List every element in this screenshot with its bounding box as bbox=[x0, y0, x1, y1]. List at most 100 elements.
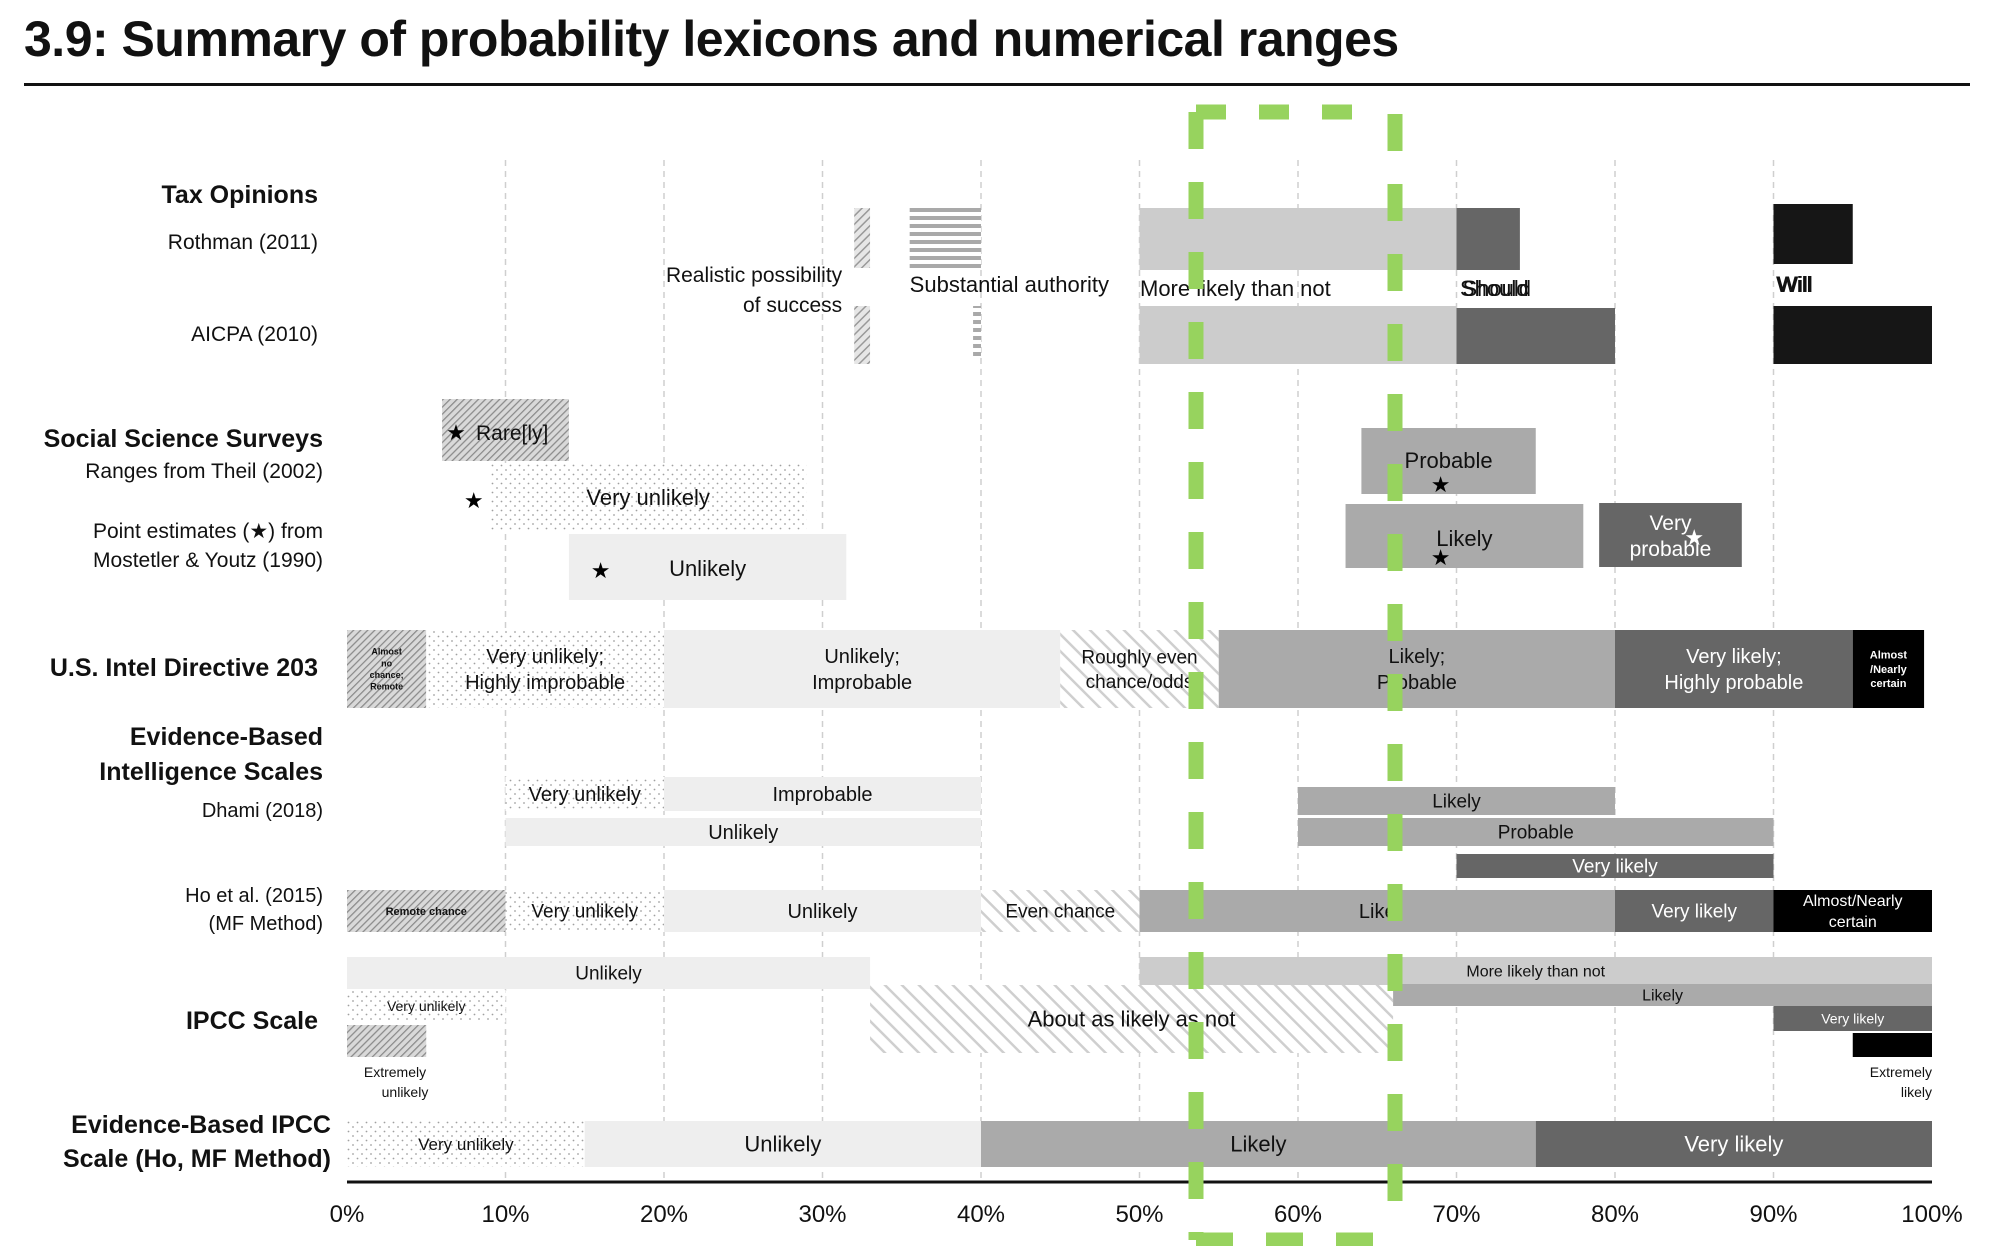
bar-label: More likely than not bbox=[1466, 964, 1605, 981]
bar-label: Should bbox=[1463, 276, 1532, 301]
range-bar bbox=[1615, 890, 1774, 932]
bar-label: Realistic possibility bbox=[666, 264, 843, 287]
range-bar bbox=[870, 985, 1394, 1053]
range-bar bbox=[442, 399, 569, 461]
bar-label: Highly probable bbox=[1664, 672, 1803, 694]
range-bar bbox=[981, 890, 1140, 932]
row-label: Point estimates (★) from bbox=[93, 520, 323, 543]
bar-label: Very likely bbox=[1572, 857, 1658, 878]
row-label: AICPA (2010) bbox=[191, 323, 318, 346]
bar-label: probable bbox=[1630, 538, 1712, 561]
bar-label: Improbable bbox=[812, 672, 912, 694]
range-bar bbox=[1456, 308, 1615, 364]
range-bar bbox=[1456, 854, 1774, 878]
range-bar bbox=[854, 208, 871, 268]
range-bar bbox=[1456, 208, 1520, 270]
bar-label: Rare[ly] bbox=[476, 422, 548, 445]
range-bar bbox=[347, 990, 506, 1022]
range-bar bbox=[1773, 204, 1853, 264]
range-bar bbox=[1535, 1121, 1932, 1167]
bar-label: Very bbox=[1649, 512, 1692, 535]
chart-title: 3.9: Summary of probability lexicons and… bbox=[24, 11, 1399, 67]
group-label: U.S. Intel Directive 203 bbox=[50, 654, 318, 682]
range-bar bbox=[909, 208, 981, 270]
bar-label: Likely bbox=[1642, 988, 1683, 1005]
group-label: Intelligence Scales bbox=[99, 758, 323, 786]
range-bar bbox=[1599, 503, 1742, 567]
bar-label: Very unlikely bbox=[418, 1135, 514, 1154]
range-bar bbox=[1218, 630, 1615, 708]
point-estimate-star-icon: ★ bbox=[464, 489, 484, 514]
bar-label: Very likely bbox=[1684, 1132, 1783, 1157]
bar-label: Substantial authority bbox=[910, 272, 1109, 297]
range-bar bbox=[1615, 630, 1853, 708]
x-tick-label: 40% bbox=[957, 1201, 1005, 1228]
row-label: (MF Method) bbox=[209, 913, 323, 935]
bar-label: Almost bbox=[1870, 650, 1908, 662]
range-bar bbox=[1852, 630, 1925, 708]
range-bar bbox=[1852, 1033, 1932, 1057]
range-bar bbox=[981, 1121, 1536, 1167]
range-bar bbox=[1345, 504, 1584, 568]
highlight-box-layer bbox=[1188, 104, 1403, 1246]
bar-label: Very unlikely bbox=[586, 485, 710, 510]
bar-label: chance; bbox=[370, 670, 404, 680]
x-tick-label: 50% bbox=[1115, 1201, 1163, 1228]
range-bar bbox=[664, 890, 981, 932]
x-tick-label: 70% bbox=[1432, 1201, 1480, 1228]
bar-label: certain bbox=[1870, 678, 1906, 690]
point-estimate-star-icon: ★ bbox=[1684, 526, 1704, 551]
bar-label: Very unlikely bbox=[531, 902, 638, 923]
range-bar bbox=[505, 890, 664, 932]
range-bar bbox=[1139, 306, 1457, 364]
range-bar bbox=[1139, 957, 1932, 985]
row-label: Mostetler & Youtz (1990) bbox=[93, 549, 323, 572]
bar-label: About as likely as not bbox=[1028, 1007, 1236, 1032]
bar-label: Remote chance bbox=[386, 906, 467, 918]
bar-label: Likely; bbox=[1389, 646, 1446, 668]
bar-label: Very unlikely bbox=[387, 998, 466, 1014]
row-label: Dhami (2018) bbox=[202, 800, 323, 822]
x-tick-label: 30% bbox=[798, 1201, 846, 1228]
group-label: Social Science Surveys bbox=[44, 425, 323, 453]
range-bar bbox=[854, 306, 871, 364]
row-label: Ho et al. (2015) bbox=[185, 885, 323, 907]
group-label: Tax Opinions bbox=[162, 181, 319, 209]
bar-label: Unlikely; bbox=[824, 646, 900, 668]
range-bar bbox=[568, 534, 847, 600]
point-estimate-star-icon: ★ bbox=[1431, 546, 1451, 571]
title-underline bbox=[24, 83, 1970, 86]
bar-label: Will bbox=[1778, 272, 1813, 297]
range-bar bbox=[1773, 1006, 1932, 1031]
range-bar bbox=[1139, 890, 1615, 932]
range-bar bbox=[489, 464, 807, 530]
range-bar bbox=[664, 630, 1061, 708]
bar-label: Very likely bbox=[1651, 902, 1737, 923]
range-bar bbox=[1139, 208, 1457, 270]
range-bar bbox=[584, 1121, 981, 1167]
x-tick-label: 10% bbox=[481, 1201, 529, 1228]
range-bar bbox=[347, 1025, 427, 1057]
range-bar bbox=[347, 957, 871, 989]
bar-label: Likely bbox=[1432, 792, 1481, 813]
bar-label: Should bbox=[1460, 276, 1529, 301]
range-bar bbox=[973, 306, 981, 358]
bar-label: Very unlikely bbox=[529, 784, 641, 806]
bar-label: Almost/Nearly bbox=[1803, 893, 1903, 910]
bars-layer bbox=[347, 204, 1932, 1167]
bar-label: of success bbox=[743, 294, 842, 317]
bar-label: certain bbox=[1829, 914, 1877, 931]
bar-label: Very unlikely; bbox=[486, 646, 604, 668]
bar-label: Highly improbable bbox=[465, 672, 625, 694]
bar-label: Extremely bbox=[1870, 1064, 1932, 1080]
row-label: Rothman (2011) bbox=[168, 231, 318, 254]
point-estimate-star-icon: ★ bbox=[591, 559, 611, 584]
bar-label: no bbox=[381, 658, 392, 668]
group-label: IPCC Scale bbox=[186, 1007, 318, 1035]
range-bar bbox=[1298, 787, 1615, 815]
x-tick-label: 80% bbox=[1591, 1201, 1639, 1228]
range-bar bbox=[347, 890, 506, 932]
bar-label: Probable bbox=[1498, 823, 1574, 844]
range-bar bbox=[505, 777, 664, 811]
x-tick-label: 0% bbox=[330, 1201, 365, 1228]
